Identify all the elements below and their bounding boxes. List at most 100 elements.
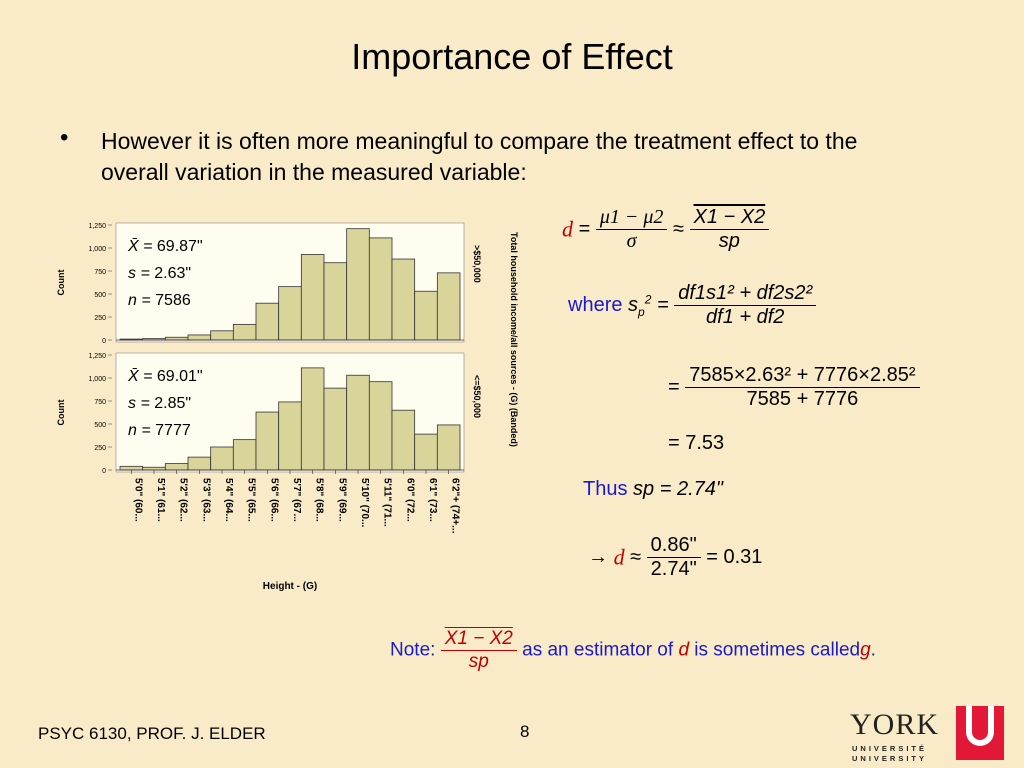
- stat-mean: X̄ = 69.01": [127, 368, 203, 385]
- equals-sign: =: [578, 218, 591, 240]
- histogram-bar: [187, 456, 212, 471]
- x-tick-label: 5'2" (62...: [178, 478, 189, 522]
- histogram-bar: [210, 330, 234, 341]
- note-text-2: is sometimes called: [694, 639, 861, 661]
- histogram-bar: [346, 374, 370, 471]
- x-tick-label: 5'11" (71...: [382, 478, 393, 527]
- x-tick-label: 5'7" (67...: [291, 478, 302, 522]
- histogram-bar: [142, 466, 166, 471]
- bullet-marker: •: [60, 124, 69, 151]
- x-tick-label: 5'9" (69...: [336, 478, 347, 522]
- note-fraction: X1 − X2 sp: [440, 628, 517, 673]
- pooled-variance-numerator: df1s1² + df2s2²: [674, 282, 817, 306]
- x-tick-label: 5'1" (61...: [155, 478, 166, 522]
- histogram-bar: [255, 411, 280, 471]
- approx-sign: ≈: [630, 546, 642, 568]
- histogram-bar: [323, 387, 348, 471]
- final-denominator: 2.74": [650, 558, 697, 580]
- pooled-variance-formula: where sp2 = df1s1² + df2s2² df1 + df2: [568, 282, 817, 329]
- calculation-denominator: 7585 + 7776: [746, 388, 859, 410]
- y-axis-title: Count: [56, 400, 66, 426]
- sp-squared-symbol: sp2 =: [628, 292, 669, 319]
- histogram-bar: [187, 334, 212, 341]
- approx-sign: ≈: [672, 218, 684, 240]
- histogram-bar: [391, 258, 416, 341]
- x-axis-title: Height - (G): [263, 581, 317, 592]
- page-number: 8: [520, 722, 530, 741]
- stat-value: 69.87": [157, 238, 203, 255]
- y-tick-label: 500: [94, 292, 106, 299]
- stat-value: 7586: [155, 292, 191, 309]
- histogram-bar: [436, 424, 461, 471]
- y-tick-label: 500: [94, 422, 106, 429]
- x-tick-label: 6'2"+ (74+...: [450, 478, 461, 534]
- histogram-bar: [278, 286, 302, 341]
- logo-line-2: UNIVERSITY: [852, 754, 928, 763]
- stat-value: 2.63": [154, 265, 191, 282]
- histogram-panel-top: 0 250 500 750 1,000 1,250 Count >$50,000 X̄ = 69…: [56, 222, 482, 345]
- histogram-bar: [278, 401, 302, 471]
- note-numerator: X1 − X2: [440, 628, 517, 651]
- histogram-bar: [346, 228, 370, 341]
- stat-mean: X̄ = 69.87": [127, 238, 203, 255]
- stat-sd: s = 2.85": [128, 395, 191, 412]
- y-axis-title: Count: [56, 270, 66, 296]
- york-logo: YORK UNIVERSITÉ UNIVERSITY: [850, 706, 1010, 763]
- x-tick-label: 5'0" (60...: [132, 478, 143, 522]
- x-tick-label: 5'10" (70...: [359, 478, 370, 528]
- final-numerator: 0.86": [646, 534, 701, 558]
- x-tick-label: 6'0" (72...: [404, 478, 415, 522]
- histogram-bar: [119, 465, 144, 471]
- final-fraction: 0.86" 2.74": [646, 534, 701, 581]
- histogram-bar: [164, 336, 189, 341]
- stat-value: 2.85": [154, 395, 191, 412]
- histogram-bar: [368, 237, 393, 341]
- note-text-1: as an estimator of: [522, 639, 674, 661]
- note-end: .: [870, 639, 876, 661]
- stat-symbol: n =: [128, 292, 155, 309]
- panel-label: >$50,000: [472, 245, 482, 283]
- calculation-numerator: 7585×2.63² + 7776×2.85²: [685, 364, 920, 388]
- histogram-bar: [300, 254, 325, 341]
- y-tick-label: 250: [94, 315, 106, 322]
- final-d-computation: → d ≈ 0.86" 2.74" = 0.31: [588, 534, 762, 581]
- y-tick-label: 1,250: [88, 353, 106, 360]
- d-estimate-fraction: X1 − X2 sp: [689, 206, 770, 253]
- stat-symbol: X̄ =: [127, 238, 157, 255]
- thus-value: sp = 2.74": [633, 478, 723, 500]
- pooled-variance-fraction: df1s1² + df2s2² df1 + df2: [674, 282, 817, 329]
- where-label: where: [568, 294, 623, 316]
- calculation-result: = 7.53: [668, 432, 725, 454]
- stat-n: n = 7586: [128, 292, 191, 309]
- note-denominator: sp: [468, 651, 489, 672]
- bullet-text: However it is often more meaningful to c…: [101, 128, 858, 185]
- note-d: d: [678, 639, 690, 661]
- arrow-icon: →: [588, 546, 608, 568]
- d-symbol: d: [613, 544, 625, 570]
- histogram-panel-bottom: 0 250 500 750 1,000 1,250 Count <=$50,000 X̄ = 6…: [56, 352, 482, 475]
- final-result: = 0.31: [706, 546, 763, 568]
- x-tick-label: 5'5" (65...: [246, 478, 257, 522]
- y-tick-label: 1,000: [88, 376, 106, 383]
- note-g: g: [860, 639, 871, 661]
- y-tick-label: 750: [94, 269, 106, 276]
- d-symbol: d: [562, 216, 573, 242]
- stat-symbol: n =: [128, 422, 155, 439]
- histogram-bar: [164, 463, 189, 471]
- histogram-bar: [300, 367, 325, 471]
- d-estimate-numerator: X1 − X2: [689, 206, 770, 230]
- y-tick-label: 750: [94, 399, 106, 406]
- x-tick-label: 5'6" (66...: [268, 478, 279, 522]
- d-param-numerator: μ1 − μ2: [595, 206, 668, 230]
- x-tick-label: 6'1" (73...: [427, 478, 438, 522]
- histogram-bar: [210, 446, 234, 471]
- stat-symbol: s =: [128, 395, 154, 412]
- stat-sd: s = 2.63": [128, 265, 191, 282]
- logo-line-1: UNIVERSITÉ: [852, 744, 928, 753]
- y-tick-label: 0: [102, 338, 106, 345]
- histogram-bar: [436, 272, 461, 341]
- x-tick-label: 5'8" (68...: [314, 478, 325, 522]
- stat-n: n = 7777: [128, 422, 191, 439]
- histogram-bar: [232, 323, 257, 341]
- logo-mark: [956, 706, 1004, 760]
